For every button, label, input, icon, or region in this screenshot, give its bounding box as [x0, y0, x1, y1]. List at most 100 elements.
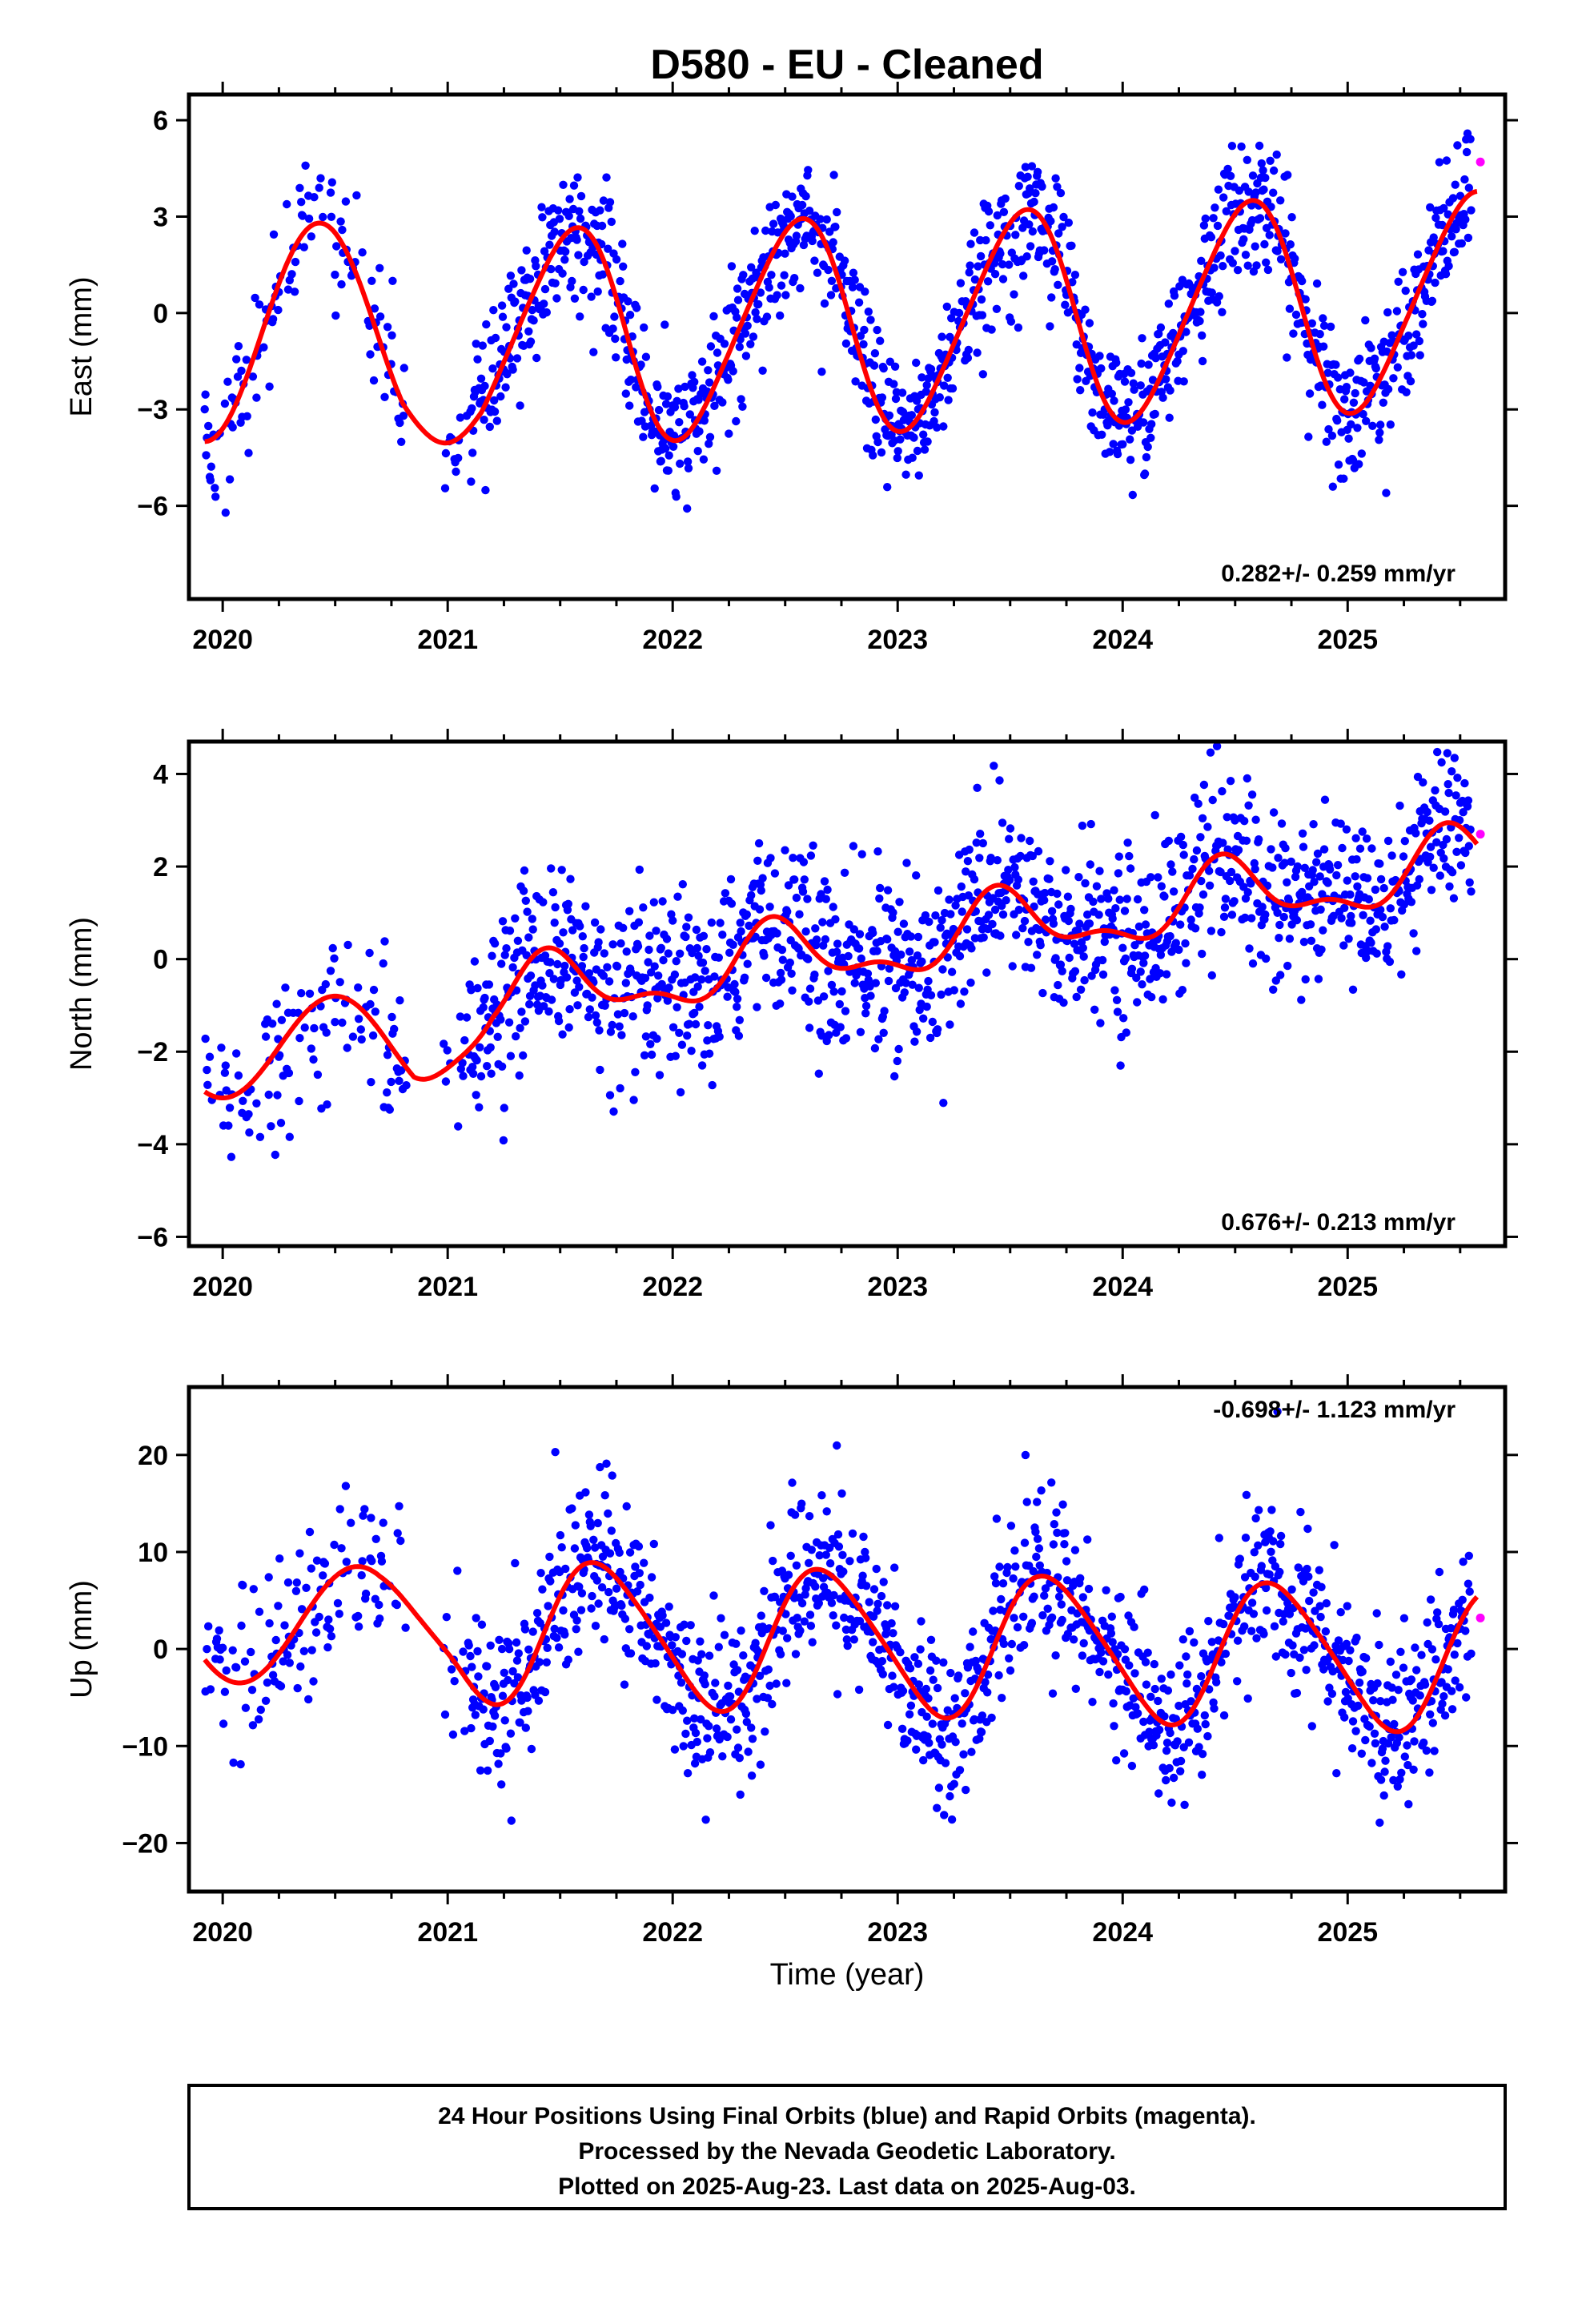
data-point — [683, 504, 692, 513]
data-point — [1315, 330, 1324, 339]
data-point — [631, 1562, 640, 1571]
data-point — [1419, 778, 1427, 787]
data-point — [343, 940, 352, 950]
data-point — [1403, 1741, 1411, 1750]
data-point — [295, 1549, 304, 1558]
data-point — [806, 1622, 816, 1630]
data-point — [1057, 1600, 1066, 1609]
data-point — [930, 408, 939, 417]
data-point — [902, 858, 911, 867]
data-point — [1150, 1659, 1159, 1669]
data-point — [236, 1759, 245, 1769]
data-point — [598, 1552, 608, 1562]
data-point — [559, 928, 568, 937]
data-point — [773, 291, 781, 300]
data-point — [922, 1712, 931, 1721]
data-point — [786, 1551, 795, 1561]
data-point — [1185, 1626, 1195, 1636]
data-point — [966, 239, 975, 248]
data-point — [1459, 1558, 1468, 1566]
data-point — [850, 979, 859, 987]
data-point — [252, 1099, 261, 1108]
data-point — [542, 308, 551, 317]
data-point — [914, 1680, 924, 1689]
data-point — [528, 915, 536, 923]
data-point — [1142, 452, 1151, 462]
data-point — [1362, 416, 1371, 425]
data-point — [781, 249, 789, 258]
y-tick-label: −2 — [137, 1037, 168, 1068]
data-point — [1061, 300, 1070, 309]
data-point — [573, 173, 582, 182]
data-point — [1130, 1622, 1138, 1631]
data-point — [970, 228, 979, 237]
data-point — [1328, 1667, 1338, 1676]
data-point — [1047, 293, 1056, 302]
data-point — [504, 1645, 514, 1654]
data-point — [1358, 1667, 1367, 1676]
data-point — [1244, 801, 1253, 810]
data-point — [1162, 375, 1170, 384]
data-point — [612, 962, 622, 971]
data-point — [1269, 808, 1279, 817]
data-point — [998, 1579, 1008, 1588]
data-point — [1030, 902, 1038, 911]
data-point — [1313, 849, 1323, 858]
data-point — [864, 975, 873, 984]
data-point — [1252, 261, 1261, 270]
data-point — [615, 1548, 624, 1558]
data-point — [1008, 962, 1017, 971]
data-point — [615, 1022, 624, 1031]
data-point — [1127, 1761, 1137, 1771]
data-point — [861, 1582, 871, 1590]
data-point — [1332, 870, 1341, 880]
data-point — [780, 271, 789, 279]
data-point — [781, 1610, 790, 1618]
data-point — [959, 1750, 968, 1759]
data-point — [569, 181, 579, 190]
data-point — [946, 1791, 954, 1801]
data-point — [1422, 1746, 1431, 1755]
data-point — [371, 1534, 380, 1544]
data-point — [685, 1019, 694, 1028]
data-point — [1328, 482, 1338, 491]
data-point — [1169, 887, 1178, 896]
data-point — [302, 1583, 311, 1593]
data-point — [1443, 780, 1452, 789]
data-point — [755, 905, 765, 914]
data-point — [880, 1007, 889, 1015]
data-point — [641, 1032, 651, 1041]
data-point — [1027, 1618, 1037, 1627]
data-point — [1248, 959, 1258, 968]
data-point — [1050, 265, 1059, 274]
data-point — [330, 954, 339, 963]
data-point — [912, 358, 921, 368]
data-point — [1270, 1622, 1279, 1631]
data-point — [1439, 854, 1448, 863]
data-point — [925, 1739, 934, 1747]
data-point — [1074, 926, 1082, 935]
data-point — [712, 466, 721, 475]
data-point — [816, 215, 825, 223]
data-point — [1023, 172, 1032, 181]
data-point — [377, 1557, 387, 1566]
data-point — [1162, 1775, 1170, 1785]
data-point — [698, 958, 708, 967]
data-point — [1299, 842, 1308, 851]
data-point — [480, 381, 489, 391]
data-point — [1080, 975, 1089, 985]
data-point — [963, 353, 973, 363]
data-point — [744, 1747, 753, 1756]
data-point — [557, 1543, 566, 1552]
data-point — [506, 1051, 516, 1060]
data-point — [1442, 156, 1452, 165]
data-point — [913, 951, 922, 960]
data-point — [1144, 360, 1153, 369]
data-point — [1121, 954, 1130, 963]
data-point — [1024, 938, 1033, 947]
data-point — [1255, 141, 1264, 151]
data-point — [899, 919, 909, 928]
data-point — [894, 1044, 903, 1054]
data-point — [1412, 330, 1421, 339]
data-point — [342, 1558, 351, 1566]
